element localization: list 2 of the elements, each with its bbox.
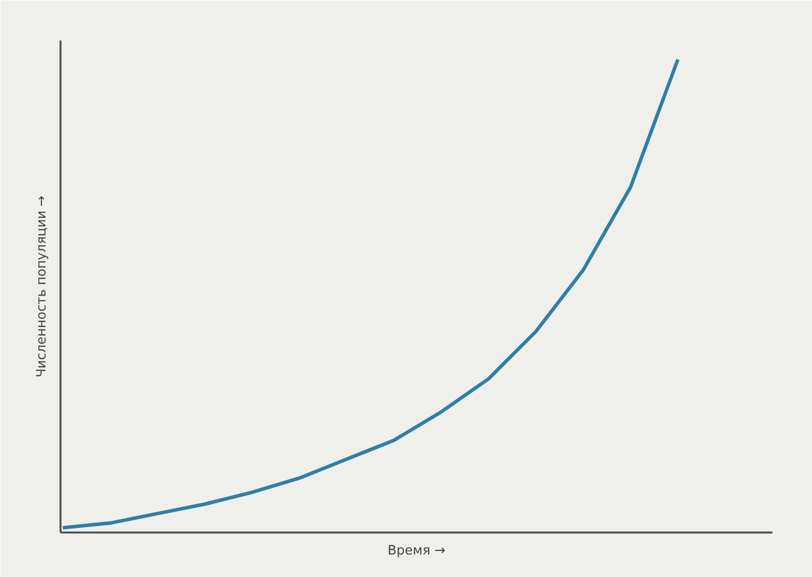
y-axis-title: Численность популяции → — [34, 195, 50, 378]
x-axis-title: Время → — [388, 544, 446, 558]
